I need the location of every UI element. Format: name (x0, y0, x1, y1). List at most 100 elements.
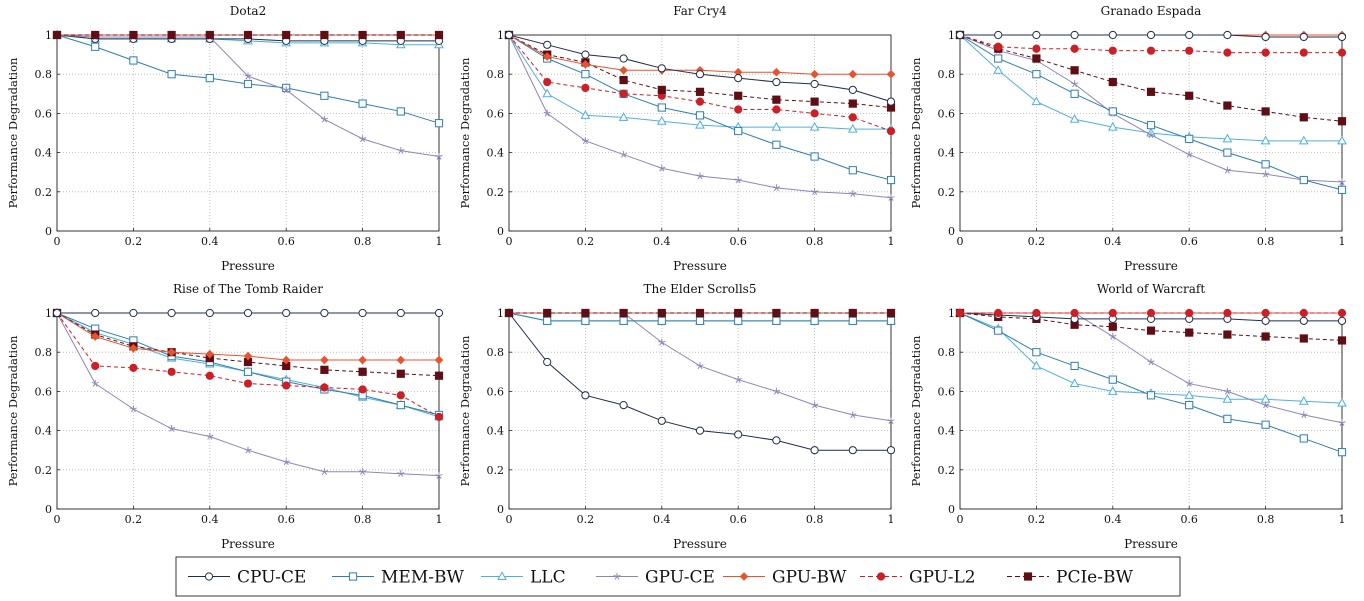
x-tick-label: 0.2 (125, 513, 143, 526)
data-point (886, 69, 896, 79)
data-point (543, 40, 552, 49)
series-gpu-l2 (955, 30, 1347, 57)
x-tick-label: 0 (957, 235, 964, 248)
data-point (581, 70, 590, 79)
x-tick-label: 0.2 (1028, 235, 1046, 248)
x-tick-label: 0.4 (201, 513, 219, 526)
data-point (810, 316, 819, 325)
x-tick-label: 0.6 (277, 513, 295, 526)
data-point (994, 308, 1003, 318)
data-point (282, 30, 291, 40)
data-point (695, 70, 705, 79)
x-tick-label: 0.2 (577, 235, 595, 248)
data-point (1261, 32, 1270, 42)
legend-label: PCIe-BW (1056, 568, 1133, 588)
data-point (396, 30, 405, 40)
data-point (1299, 175, 1308, 185)
data-point (91, 42, 100, 51)
data-point (1222, 394, 1233, 403)
chart-title: Rise of The Tomb Raider (173, 282, 323, 296)
series-line (56, 34, 440, 124)
data-point (734, 126, 743, 136)
series-cpu-ce (504, 308, 896, 455)
legend-item: GPU-BW (723, 568, 847, 588)
data-point (1108, 77, 1117, 87)
data-point (358, 99, 367, 108)
y-tick-label: 0.6 (35, 385, 53, 398)
data-point (1262, 170, 1270, 178)
x-tick-label: 0.4 (1104, 235, 1122, 248)
data-point (1108, 308, 1117, 318)
data-point (52, 308, 62, 318)
data-point (1070, 361, 1079, 371)
x-tick-label: 0.4 (653, 235, 671, 248)
data-point (848, 316, 857, 325)
data-point (849, 190, 857, 197)
data-point (619, 75, 628, 85)
series-pcie-bw (52, 30, 444, 40)
plot-frame (959, 312, 1343, 510)
series-gpu-ce (53, 31, 443, 160)
x-tick-label: 0.2 (1028, 513, 1046, 526)
data-point (1299, 32, 1308, 42)
data-point (504, 30, 514, 40)
data-point (1337, 135, 1347, 145)
data-point (811, 401, 819, 409)
data-point (848, 99, 857, 108)
data-point (1337, 32, 1347, 42)
legend-item: MEM-BW (332, 568, 464, 588)
data-point (129, 343, 138, 353)
y-tick-label: 0 (45, 503, 52, 516)
x-tick-label: 0.6 (729, 513, 747, 526)
data-point (771, 121, 782, 131)
series-mem-bw (52, 30, 444, 128)
data-point (848, 308, 857, 318)
data-point (772, 105, 781, 114)
chart-panel: 0 0.2 0.4 0.6 0.8 1 0 0.2 0.4 0.6 0.8 1 Far Cry4 Pres… (458, 4, 896, 273)
legend-label: GPU-L2 (909, 568, 976, 588)
y-axis-label: Performance Degradation (909, 335, 923, 486)
data-point (695, 119, 705, 129)
x-tick-label: 0.8 (806, 513, 824, 526)
data-point (1070, 308, 1079, 318)
data-point (886, 446, 896, 455)
legend-label: MEM-BW (381, 568, 464, 588)
chart-title: Granado Espada (1101, 4, 1202, 18)
data-point (810, 446, 819, 455)
data-point (1300, 411, 1308, 419)
data-point (281, 355, 291, 365)
x-tick-label: 1 (1339, 235, 1346, 248)
data-point (205, 30, 214, 40)
data-point (1261, 420, 1270, 429)
y-tick-label: 0.2 (938, 464, 956, 477)
data-point (695, 308, 705, 318)
data-point (543, 357, 552, 367)
plot-frame (508, 34, 892, 232)
data-point (1146, 326, 1156, 335)
data-point (396, 391, 405, 400)
data-point (359, 135, 367, 143)
data-point (434, 355, 444, 365)
data-point (358, 367, 367, 376)
y-axis-label: Performance Degradation (6, 57, 20, 208)
data-point (994, 42, 1003, 51)
data-point (359, 468, 367, 475)
data-point (320, 308, 329, 318)
y-tick-label: 0.8 (35, 68, 53, 81)
x-tick-label: 0.2 (125, 235, 143, 248)
data-point (1337, 185, 1347, 194)
y-tick-label: 0.8 (35, 346, 53, 359)
data-point (695, 87, 705, 96)
series-line (508, 34, 892, 181)
x-tick-label: 0.6 (1180, 513, 1198, 526)
data-point (320, 365, 329, 374)
data-point (91, 308, 100, 318)
x-tick-label: 1 (436, 235, 443, 248)
data-point (657, 316, 666, 325)
data-point (848, 113, 857, 122)
series-line (56, 312, 440, 477)
data-point (1223, 330, 1232, 339)
data-point (619, 401, 628, 410)
data-point (1223, 387, 1231, 395)
